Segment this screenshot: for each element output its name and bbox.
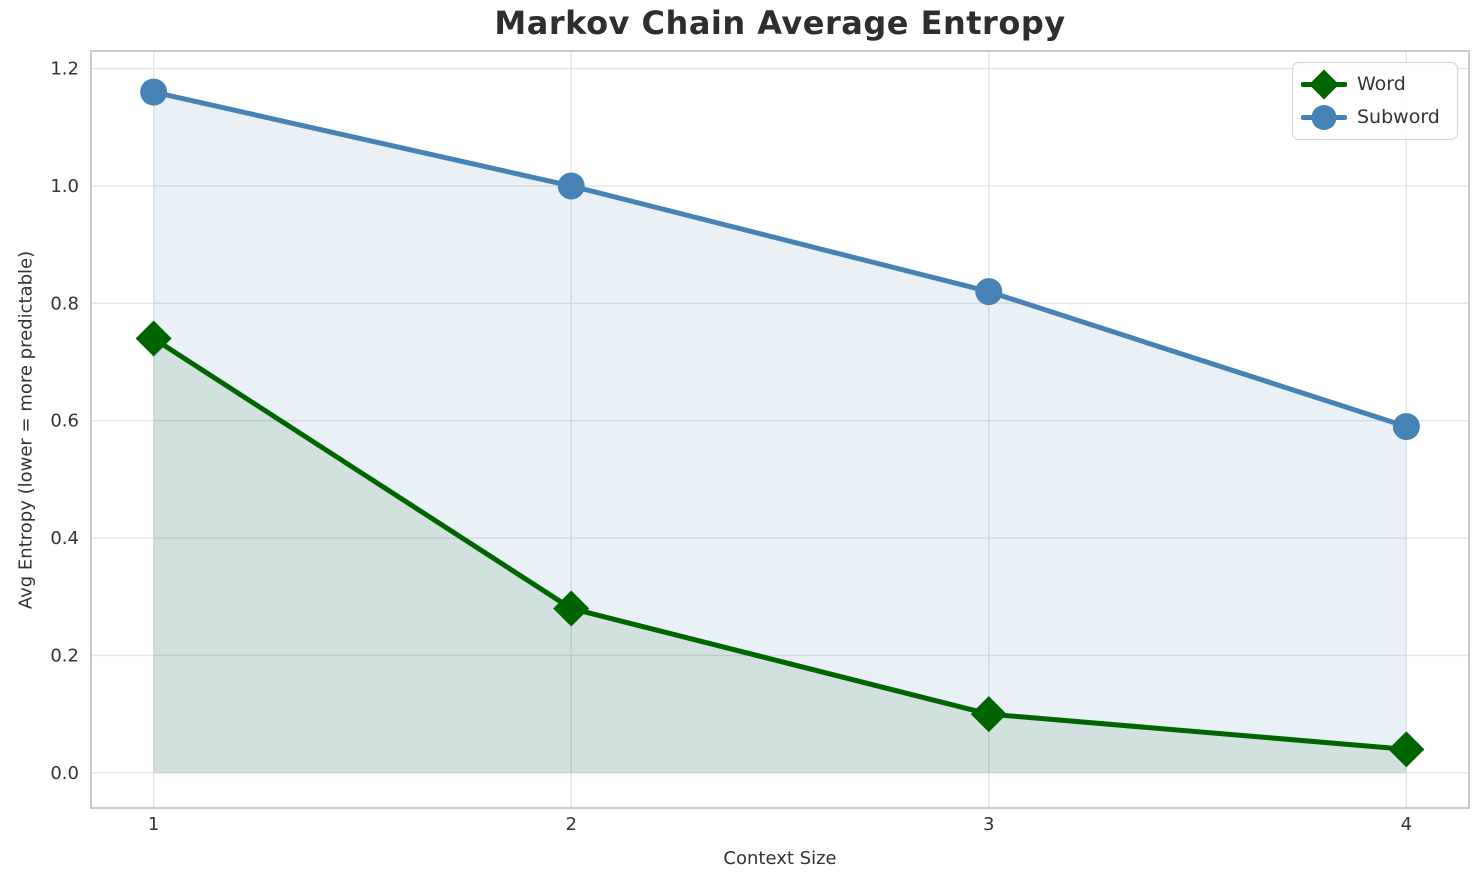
- word-line: [151, 336, 1409, 752]
- word-marker: [553, 590, 590, 627]
- x-tick-labels: 1 2 3 4: [148, 814, 1412, 835]
- x-tick-label: 3: [983, 814, 994, 835]
- y-tick-label: 0.2: [50, 645, 79, 666]
- legend-item-subword: Subword: [1301, 102, 1445, 133]
- legend-circle: [1311, 105, 1337, 130]
- word-marker: [970, 696, 1007, 733]
- y-tick-label: 0.8: [50, 293, 79, 314]
- word-marker: [135, 320, 172, 357]
- legend: Word Subword: [1292, 62, 1458, 140]
- x-tick-label: 1: [148, 814, 159, 835]
- grid: [91, 51, 1469, 808]
- subword-area-fill: [153, 92, 1407, 773]
- subword-series: [140, 78, 1420, 441]
- y-tick-label: 0.0: [50, 763, 79, 784]
- subword-marker: [140, 78, 168, 106]
- y-tick-labels: 0.0 0.2 0.4 0.6 0.8 1.0 1.2: [50, 59, 79, 784]
- x-tick-label: 4: [1401, 814, 1412, 835]
- subword-line: [151, 89, 1409, 430]
- y-tick-label: 0.4: [50, 528, 79, 549]
- x-tick-label: 2: [565, 814, 576, 835]
- plot-frame: [90, 50, 1470, 809]
- y-tick-label: 0.6: [50, 411, 79, 432]
- word-area-fill: [153, 338, 1407, 773]
- word-marker: [1388, 731, 1425, 768]
- legend-label-word: Word: [1357, 73, 1406, 95]
- subword-circle-marker-icon: [1301, 105, 1347, 130]
- y-tick-label: 1.2: [50, 59, 79, 80]
- word-diamond-marker-icon: [1301, 69, 1347, 100]
- area-fills: [153, 92, 1407, 773]
- legend-label-subword: Subword: [1357, 106, 1440, 128]
- legend-item-word: Word: [1301, 69, 1445, 100]
- word-series: [135, 320, 1425, 768]
- subword-marker: [1392, 413, 1420, 441]
- chart-title: Markov Chain Average Entropy: [494, 4, 1066, 42]
- legend-diamond: [1309, 69, 1339, 100]
- x-axis-label: Context Size: [723, 848, 837, 869]
- y-axis-label: Avg Entropy (lower = more predictable): [15, 250, 37, 610]
- subword-marker: [557, 172, 585, 200]
- y-tick-label: 1.0: [50, 176, 79, 197]
- subword-marker: [975, 278, 1003, 306]
